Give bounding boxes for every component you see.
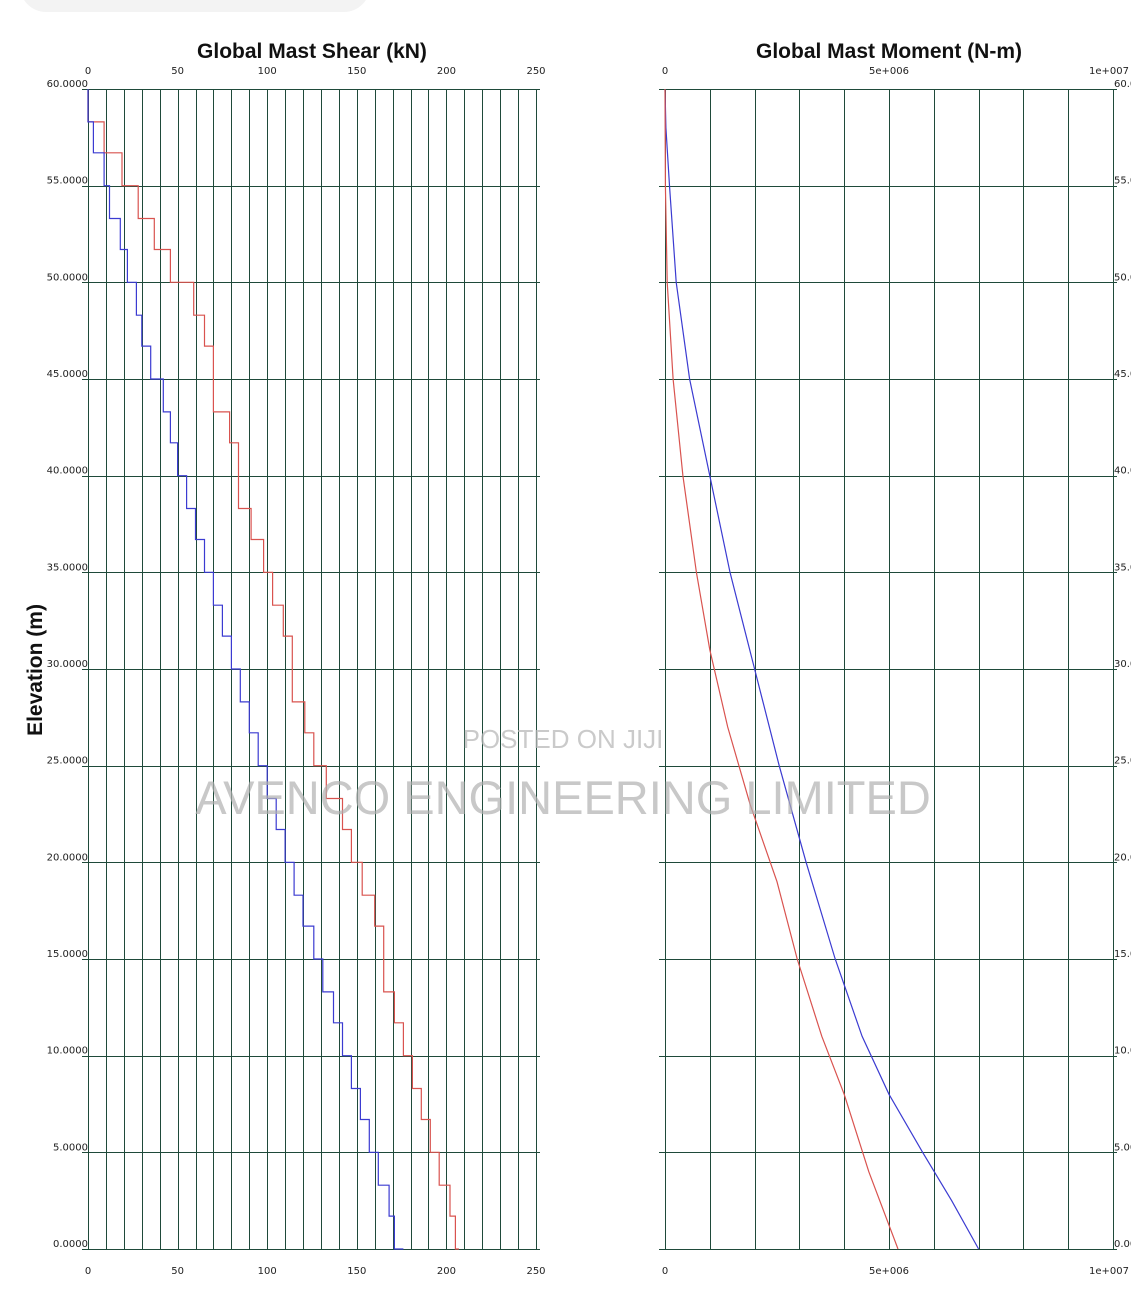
shear-y-tick: 15.0000 — [47, 949, 88, 960]
shear-y-tick: 45.0000 — [47, 369, 88, 380]
shear-y-tick: 40.0000 — [47, 466, 88, 477]
shear-y-tick: 35.0000 — [47, 562, 88, 573]
shear-y-tick: 55.0000 — [47, 176, 88, 187]
moment-chart: Global Mast Moment (N-m) 0 0 5e+006 5e+006 1… — [659, 40, 1131, 1277]
moment-y-tick: 35.0 — [1114, 562, 1131, 573]
moment-x-tick-top: 1e+007 — [1089, 66, 1129, 77]
shear-y-tick: 0.0000 — [53, 1239, 88, 1250]
moment-chart-title: Global Mast Moment (N-m) — [756, 40, 1022, 63]
moment-plot-frame — [664, 88, 1115, 1251]
watermark-company: AVENCO ENGINEERING LIMITED — [195, 771, 931, 824]
shear-y-tick: 30.0000 — [47, 659, 88, 670]
moment-y-tick: 45.0 — [1114, 369, 1131, 380]
shear-x-tick-bottom: 250 — [526, 1266, 545, 1277]
moment-y-tick: 5.00 — [1114, 1142, 1131, 1153]
y-axis-label: Elevation (m) — [24, 604, 47, 736]
moment-x-tick-bottom: 5e+006 — [869, 1266, 909, 1277]
shear-chart: Global Mast Shear (kN) Elevation (m) 0 0 5… — [24, 40, 546, 1277]
moment-series-line-2 — [664, 88, 899, 1250]
moment-y-tick: 40.0 — [1114, 466, 1131, 477]
shear-x-tick-bottom: 50 — [171, 1266, 184, 1277]
moment-x-tick-top: 0 — [662, 66, 668, 77]
shear-x-tick-top: 150 — [347, 66, 366, 77]
moment-y-tick: 0.00 — [1114, 1239, 1131, 1250]
shear-x-tick-top: 50 — [171, 66, 184, 77]
shear-tick-labels: 0 0 50 50 100 100 150 150 200 200 250 250 0.0000 5.00… — [47, 66, 546, 1277]
watermark-posted: POSTED ON JIJI — [463, 724, 664, 754]
moment-y-tick: 10.0 — [1114, 1046, 1131, 1057]
shear-y-tick: 10.0000 — [47, 1046, 88, 1057]
shear-series-line-2 — [87, 89, 404, 1250]
moment-y-tick: 55.0 — [1114, 176, 1131, 187]
moment-series — [664, 88, 980, 1250]
moment-x-tick-bottom: 0 — [662, 1266, 668, 1277]
moment-y-tick: 25.0 — [1114, 756, 1131, 767]
moment-tick-labels: 0 0 5e+006 5e+006 1e+007 1e+007 0.00 5.00 10.0 15… — [662, 66, 1131, 1277]
shear-y-tick: 20.0000 — [47, 852, 88, 863]
shear-x-tick-top: 200 — [437, 66, 456, 77]
moment-series-line-1 — [664, 88, 980, 1250]
moment-x-tick-top: 5e+006 — [869, 66, 909, 77]
moment-x-tick-bottom: 1e+007 — [1089, 1266, 1129, 1277]
shear-y-tick: 60.0000 — [47, 79, 88, 90]
shear-x-tick-bottom: 150 — [347, 1266, 366, 1277]
shear-x-tick-top: 250 — [526, 66, 545, 77]
moment-grid — [659, 88, 1117, 1251]
shear-x-tick-top: 0 — [85, 66, 91, 77]
shear-series — [87, 89, 459, 1250]
top-shadow-shape — [24, 0, 366, 12]
shear-series-line-1 — [87, 89, 459, 1250]
shear-x-tick-bottom: 0 — [85, 1266, 91, 1277]
moment-y-tick: 20.0 — [1114, 852, 1131, 863]
shear-x-tick-bottom: 100 — [258, 1266, 277, 1277]
shear-x-tick-top: 100 — [258, 66, 277, 77]
shear-y-tick: 50.0000 — [47, 272, 88, 283]
shear-chart-title: Global Mast Shear (kN) — [197, 40, 427, 63]
moment-y-tick: 15.0 — [1114, 949, 1131, 960]
shear-x-tick-bottom: 200 — [437, 1266, 456, 1277]
shear-y-tick: 25.0000 — [47, 756, 88, 767]
shear-y-tick: 5.0000 — [53, 1142, 88, 1153]
moment-y-tick: 30.0 — [1114, 659, 1131, 670]
shear-plot-frame — [87, 88, 538, 1251]
moment-y-tick: 60.0 — [1114, 79, 1131, 90]
moment-y-tick: 50.0 — [1114, 272, 1131, 283]
shear-grid — [82, 88, 540, 1251]
